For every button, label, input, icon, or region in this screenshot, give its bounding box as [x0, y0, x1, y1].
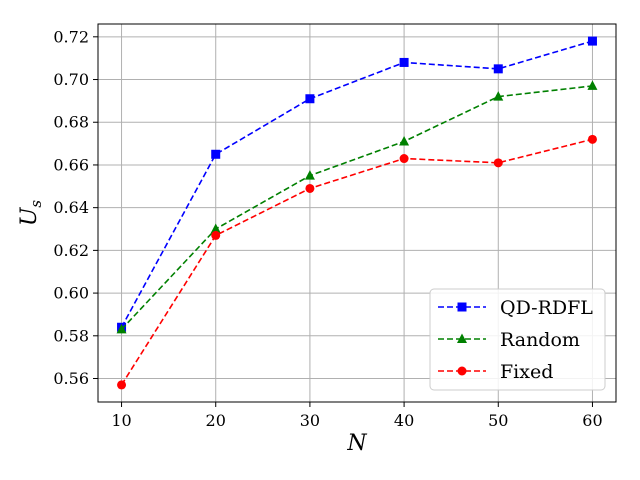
data-point-random	[399, 135, 410, 146]
x-tick-label: 30	[300, 411, 320, 430]
data-point-fixed	[399, 154, 409, 164]
series-line-qd-rdfl	[120, 40, 593, 328]
x-tick-label: 10	[111, 411, 131, 430]
y-tick-label: 0.62	[53, 241, 89, 260]
y-tick-label: 0.58	[53, 326, 89, 345]
series-line-fixed	[120, 138, 593, 386]
data-point-qd-rdfl	[305, 94, 315, 104]
data-point-random	[493, 91, 504, 101]
data-point-random	[116, 323, 127, 334]
y-tick-label: 0.60	[53, 284, 89, 303]
y-tick-label: 0.70	[53, 70, 89, 89]
legend-label-qd-rdfl: QD-RDFL	[500, 297, 593, 319]
data-point-fixed	[493, 158, 503, 168]
data-point-fixed	[117, 380, 127, 390]
series-fixed	[117, 134, 597, 390]
series-layer	[116, 36, 598, 390]
y-axis-label-subscript: s	[27, 200, 45, 208]
data-point-qd-rdfl	[399, 57, 409, 67]
y-tick-label: 0.56	[53, 369, 89, 388]
legend-marker-fixed	[457, 366, 467, 376]
data-point-qd-rdfl	[211, 149, 221, 159]
x-axis-ticks: 10 20 30 40 50 60	[111, 402, 603, 430]
legend-marker-qd-rdfl	[457, 302, 467, 312]
y-axis-label-main: U	[17, 206, 42, 226]
data-point-qd-rdfl	[587, 36, 597, 46]
x-tick-label: 50	[488, 411, 508, 430]
x-axis-label: N	[346, 431, 367, 456]
legend: QD-RDFL Random Fixed	[429, 288, 606, 391]
legend-box	[429, 288, 606, 391]
x-tick-label: 60	[582, 411, 602, 430]
y-tick-label: 0.64	[53, 198, 89, 217]
data-point-random	[587, 80, 598, 90]
x-tick-label: 40	[394, 411, 414, 430]
y-axis-label: Us	[17, 200, 45, 227]
x-tick-label: 20	[206, 411, 226, 430]
data-point-fixed	[211, 230, 221, 240]
y-tick-label: 0.72	[53, 27, 89, 46]
data-point-fixed	[587, 134, 597, 144]
legend-marker-random	[457, 333, 467, 343]
legend-label-fixed: Fixed	[500, 361, 553, 383]
series-random	[116, 80, 598, 334]
legend-label-random: Random	[500, 329, 580, 351]
data-point-random	[210, 223, 221, 234]
y-axis-ticks: 0.56 0.58 0.60 0.62 0.64 0.66 0.68 0.70 0.72	[53, 27, 98, 388]
y-tick-label: 0.68	[53, 113, 89, 132]
series-qd-rdfl	[117, 36, 597, 332]
data-point-fixed	[305, 183, 315, 193]
data-point-random	[304, 170, 315, 180]
data-point-qd-rdfl	[493, 64, 503, 74]
plot-frame	[97, 23, 617, 403]
y-tick-label: 0.66	[53, 155, 89, 174]
